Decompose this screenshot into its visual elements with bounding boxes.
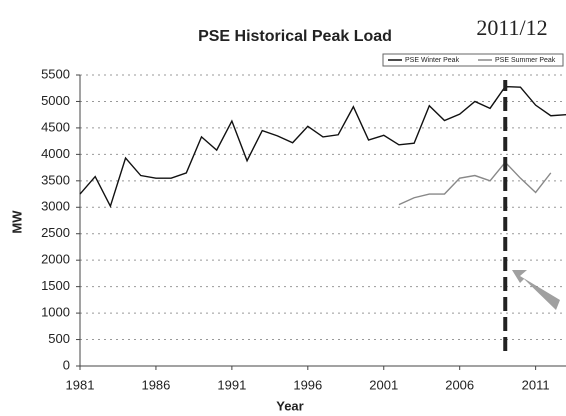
x-tick-label: 2006 <box>445 377 474 392</box>
x-tick-label: 2011 <box>522 377 550 392</box>
line-series <box>79 85 566 209</box>
y-tick-label: 2000 <box>41 252 70 267</box>
x-tick-label: 1986 <box>141 377 170 392</box>
legend-label: PSE Summer Peak <box>495 57 556 64</box>
y-tick-label: 2500 <box>41 225 70 240</box>
x-tick-label: 2001 <box>369 377 398 392</box>
line-series <box>398 161 552 206</box>
y-tick-label: 3500 <box>41 172 70 187</box>
x-tick-label: 1996 <box>293 377 322 392</box>
arrow <box>512 270 560 310</box>
y-axis-label: MW <box>9 210 24 234</box>
y-tick-label: 4500 <box>41 119 70 134</box>
y-tick-label: 500 <box>48 331 70 346</box>
x-tick-label: 1981 <box>66 377 95 392</box>
y-tick-label: 3000 <box>41 199 70 214</box>
chart-title: PSE Historical Peak Load <box>198 28 392 45</box>
annotation: 2011/12 <box>476 15 547 40</box>
x-tick-label: 1991 <box>217 377 246 392</box>
y-tick-label: 5000 <box>41 93 70 108</box>
y-tick-label: 0 <box>63 357 70 372</box>
legend-box <box>382 53 564 67</box>
y-tick-label: 4000 <box>41 146 70 161</box>
legend-label: PSE Winter Peak <box>405 57 460 64</box>
y-tick-label: 1500 <box>41 278 70 293</box>
x-axis-label: Year <box>276 398 303 413</box>
y-tick-label: 5500 <box>41 66 70 81</box>
y-tick-label: 1000 <box>41 305 70 320</box>
